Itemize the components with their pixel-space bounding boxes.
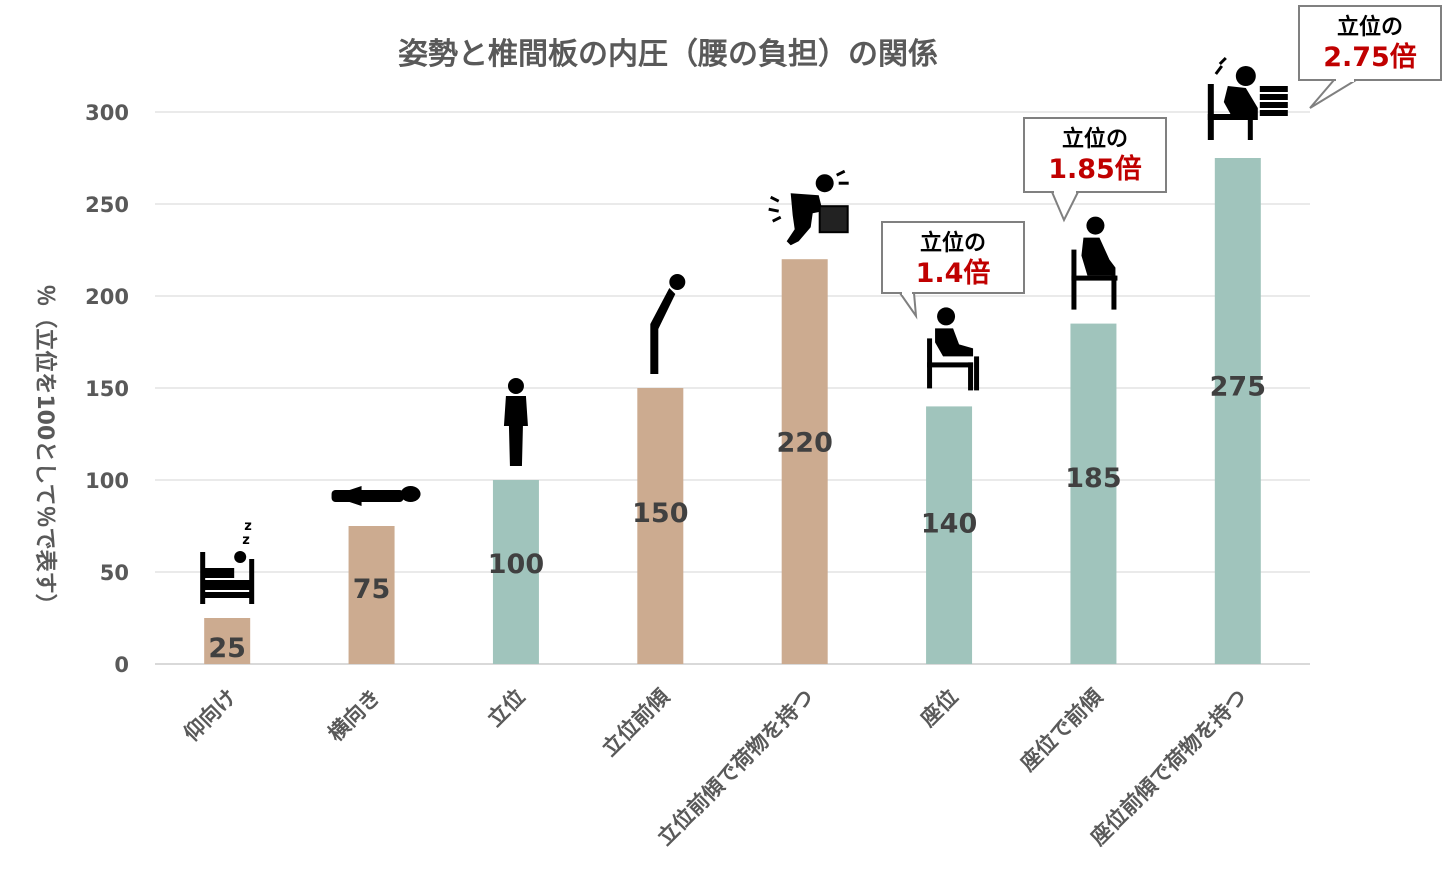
svg-text:z: z <box>242 533 250 548</box>
bar-8 <box>1214 158 1261 664</box>
y-axis-label: ％（立位を100として％で表す） <box>32 284 58 615</box>
sitting-leaning-forward-icon <box>1071 216 1118 310</box>
lying-on-side-icon <box>331 486 421 506</box>
x-tick-label: 座位前傾で荷物を持つ <box>1086 685 1251 850</box>
bar-5 <box>781 259 828 664</box>
callout-box <box>1023 117 1167 193</box>
bar-6 <box>926 406 973 664</box>
bars <box>204 158 1261 664</box>
value-label: 150 <box>632 498 688 529</box>
callout-box <box>881 221 1025 294</box>
bending-forward-icon <box>650 274 686 374</box>
lifting-box-pain-icon <box>768 169 849 246</box>
value-label: 100 <box>488 549 544 580</box>
x-tick-label: 立位前傾 <box>597 684 674 761</box>
posture-icons: zz <box>200 56 1288 604</box>
x-tick-label: 仰向け <box>179 685 241 747</box>
svg-text:z: z <box>244 519 252 534</box>
value-labels: 25 75 100 150 220 140 185 275 <box>208 372 1266 664</box>
y-tick-label: 100 <box>85 469 129 493</box>
bar-3 <box>492 480 539 664</box>
callout-label: 立位の <box>1337 14 1403 40</box>
bar-2 <box>348 526 395 664</box>
value-label: 220 <box>777 427 833 458</box>
y-tick-label: 150 <box>85 377 129 401</box>
callout-ratio: 1.4倍 <box>916 257 991 289</box>
value-label: 75 <box>353 574 391 605</box>
gridlines <box>155 111 1310 665</box>
x-tick-label: 座位 <box>916 685 963 732</box>
value-label: 275 <box>1210 372 1266 403</box>
x-tick-label: 立位 <box>483 685 530 732</box>
y-tick-label: 0 <box>114 653 129 677</box>
bar-7 <box>1070 323 1117 664</box>
callout-ratio: 1.85倍 <box>1048 153 1142 185</box>
standing-person-icon <box>503 378 528 466</box>
chart-title: 姿勢と椎間板の内圧（腰の負担）の関係 <box>398 37 938 72</box>
callout-label: 立位の <box>920 230 986 256</box>
value-label: 140 <box>921 508 977 539</box>
y-tick-label: 250 <box>85 193 129 217</box>
callout-label: 立位の <box>1062 126 1128 152</box>
x-tick-label: 座位で前傾 <box>1016 684 1108 776</box>
x-tick-label: 立位前傾で荷物を持つ <box>653 685 818 850</box>
value-label: 185 <box>1065 463 1121 494</box>
sitting-on-chair-icon <box>927 307 980 391</box>
callout-box <box>1298 5 1442 81</box>
x-tick-label: 横向き <box>324 685 386 747</box>
callout-ratio: 2.75倍 <box>1323 41 1417 73</box>
y-tick-label: 200 <box>85 285 129 309</box>
bar-1 <box>204 618 251 664</box>
y-tick-label: 50 <box>100 561 129 585</box>
sleeping-in-bed-icon: zz <box>200 519 255 604</box>
bar-4 <box>637 388 684 664</box>
y-axis-ticks: 0 50 100 150 200 250 300 <box>85 101 129 677</box>
y-tick-label: 300 <box>85 101 129 125</box>
value-label: 25 <box>208 633 246 664</box>
sitting-with-books-pain-icon <box>1207 56 1288 140</box>
